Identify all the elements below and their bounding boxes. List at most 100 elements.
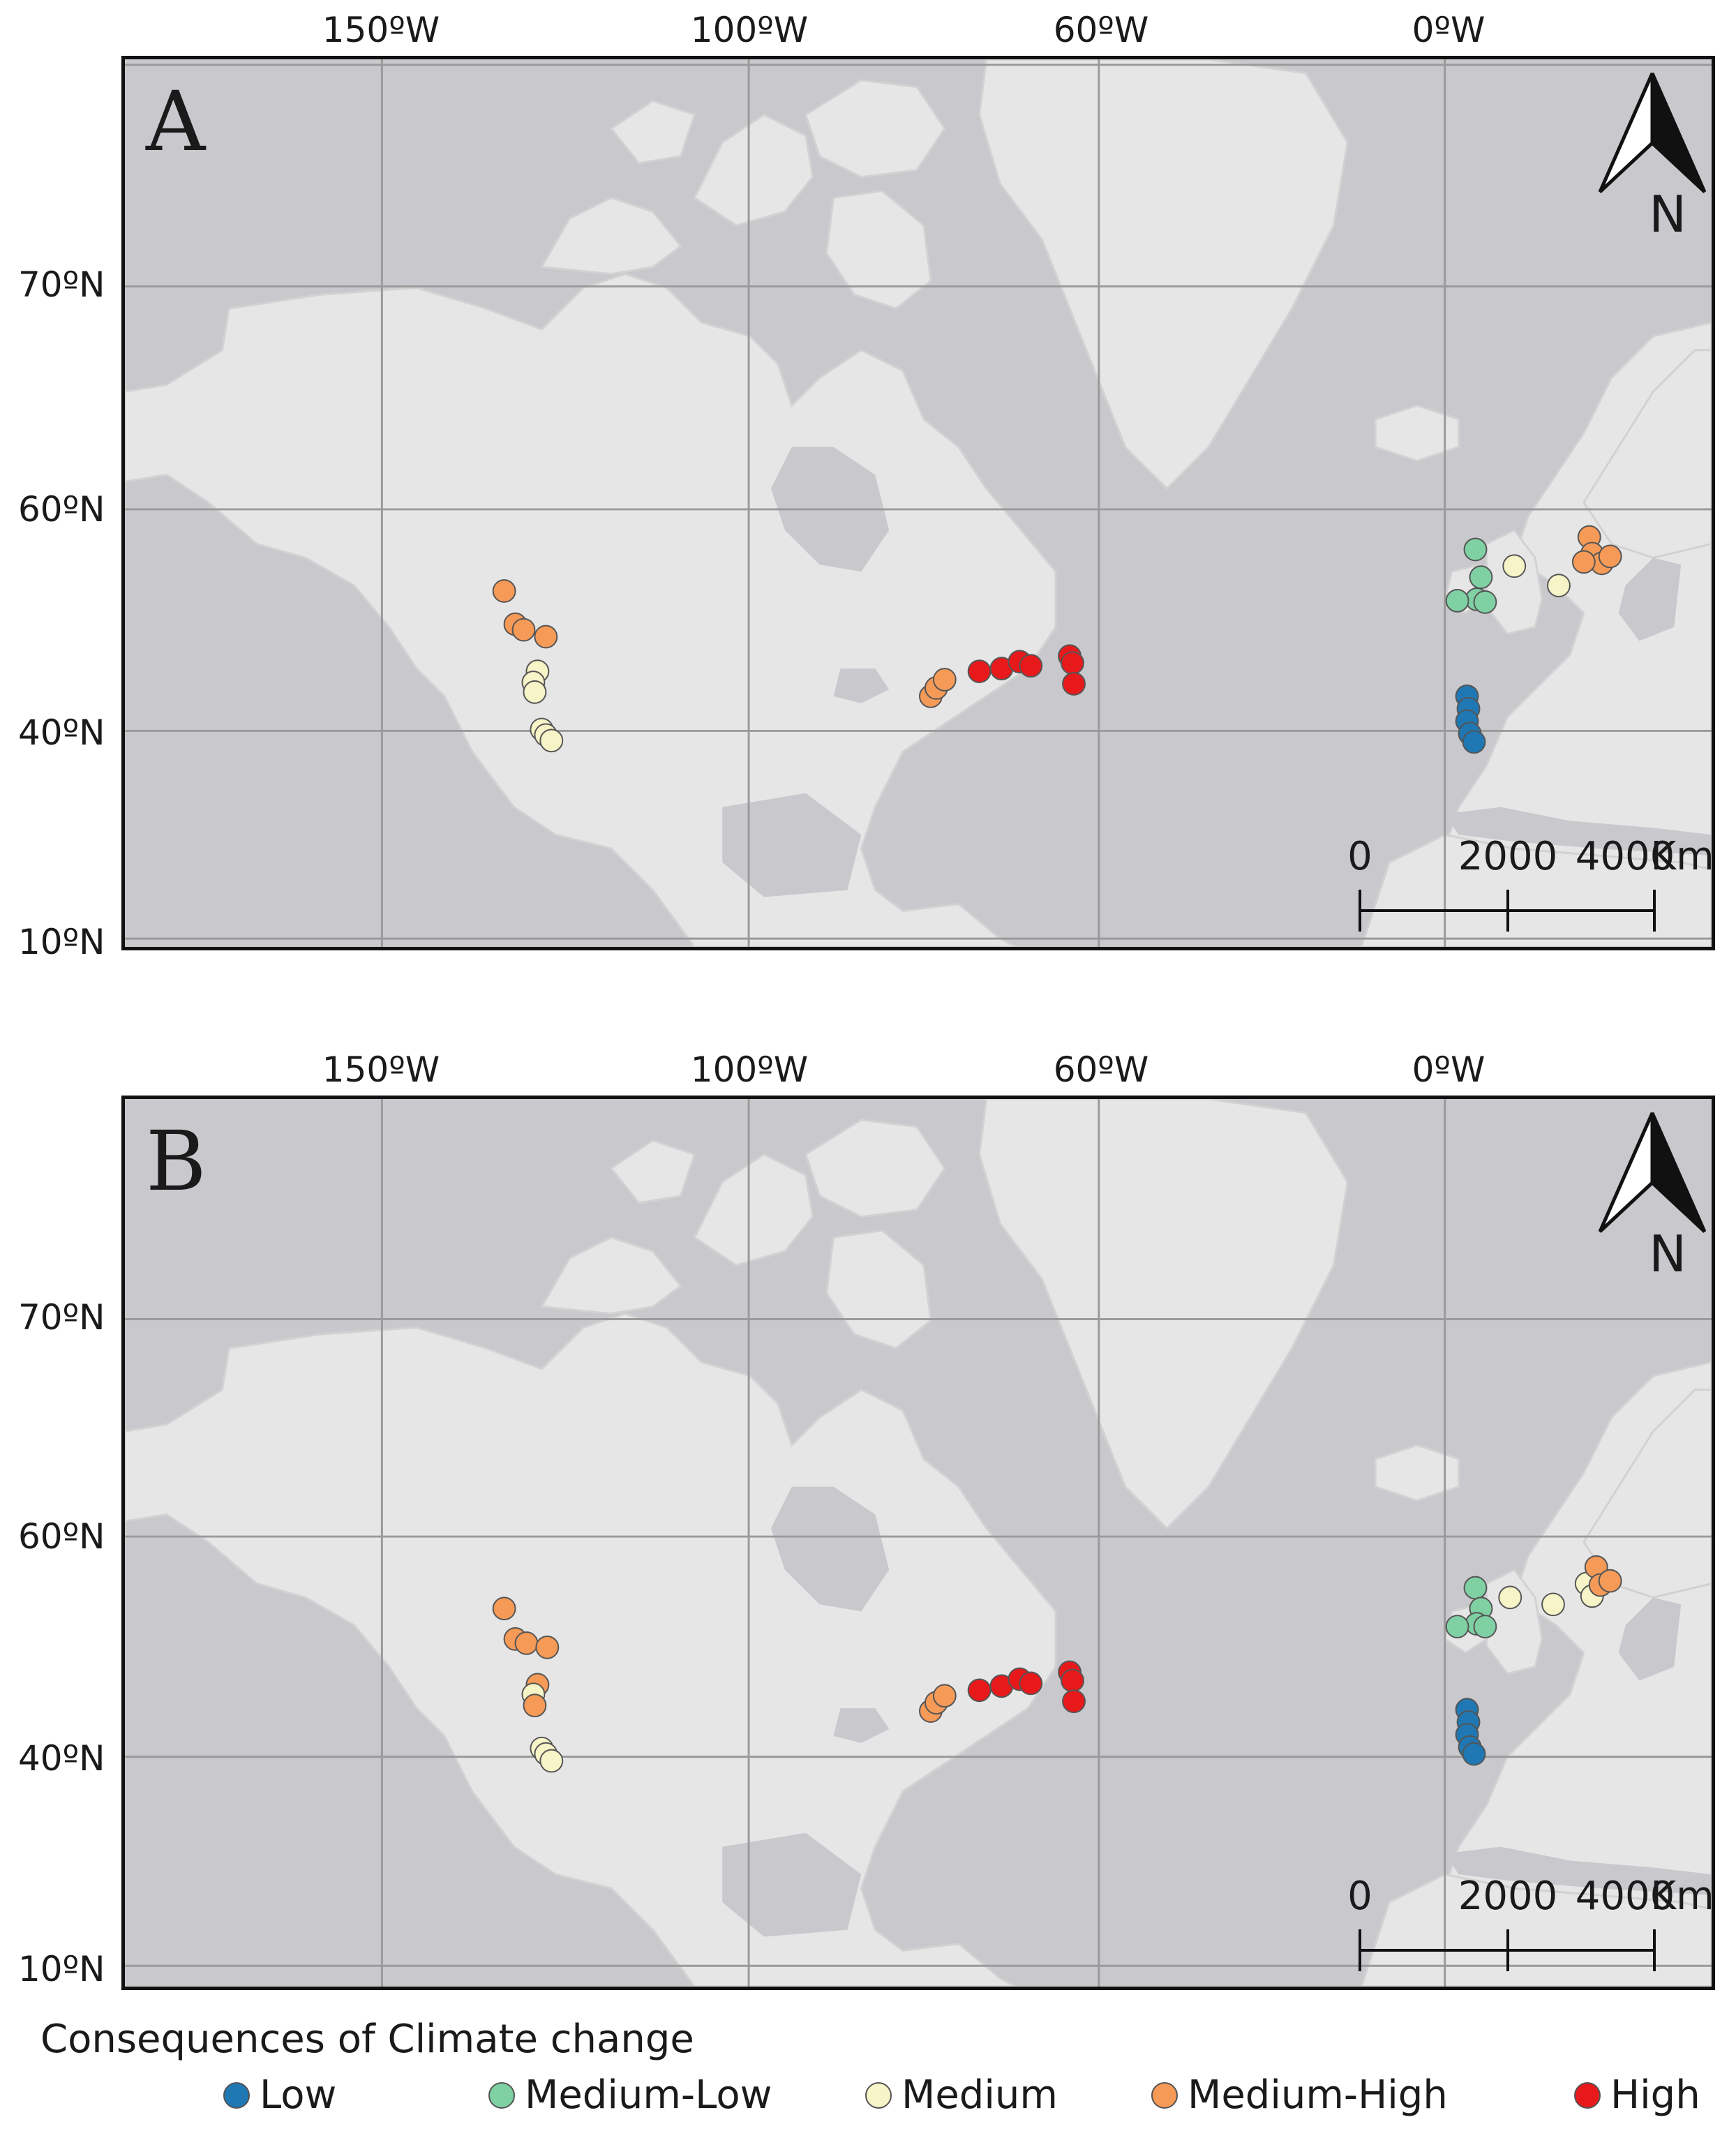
site-marker xyxy=(1445,1615,1469,1638)
site-marker xyxy=(1462,1742,1486,1766)
legend-item-high: High xyxy=(1574,2072,1700,2118)
site-marker xyxy=(1498,1585,1522,1610)
site-points-a xyxy=(492,525,1622,754)
map-panel-a: 150ºW 100ºW 60ºW 0ºW 70ºN 60ºN 40ºN 10ºN xyxy=(0,0,1736,977)
site-marker xyxy=(1571,550,1596,574)
scale-mid: 2000 xyxy=(1458,834,1558,879)
lat-label-40n: 40ºN xyxy=(18,1738,105,1779)
scandinavia xyxy=(1582,349,1712,559)
site-marker xyxy=(1062,672,1086,696)
legend-swatch xyxy=(1574,2081,1601,2109)
site-marker xyxy=(967,659,992,683)
africa-north xyxy=(1360,833,1712,947)
scale-bar: 0 2000 4000 Km xyxy=(1304,1874,1712,1978)
lon-label-0w: 0ºW xyxy=(1412,1049,1486,1090)
site-points-b xyxy=(492,1555,1622,1773)
mediterranean-sea xyxy=(1444,807,1712,856)
map-panel-b: 150ºW 100ºW 60ºW 0ºW 70ºN 60ºN 40ºN 10ºN xyxy=(0,1040,1736,2017)
legend-label: Medium xyxy=(901,2072,1058,2118)
legend-swatch xyxy=(223,2081,250,2109)
lon-label-100w: 100ºW xyxy=(690,10,809,50)
greenland xyxy=(978,59,1349,491)
site-marker xyxy=(523,1694,547,1718)
gulf-of-mexico xyxy=(722,1832,862,1937)
site-marker xyxy=(1062,1689,1086,1714)
site-marker xyxy=(534,625,558,649)
basemap xyxy=(125,1099,1712,1987)
scale-unit: Km xyxy=(1650,834,1714,879)
north-label: N xyxy=(1649,185,1686,244)
arctic-islands xyxy=(539,1236,682,1315)
site-marker xyxy=(1061,651,1084,675)
basemap xyxy=(125,59,1712,947)
site-marker xyxy=(1541,1592,1565,1617)
scale-end: 4000 xyxy=(1575,1874,1675,1919)
baltic-sea xyxy=(1618,1597,1682,1681)
lat-label-70n: 70ºN xyxy=(18,1297,105,1338)
iceland xyxy=(1374,404,1460,463)
site-marker xyxy=(514,1631,539,1655)
panel-letter: B xyxy=(146,1113,207,1209)
north-america-landmass xyxy=(125,1313,1057,1987)
lon-label-60w: 60ºW xyxy=(1053,1049,1149,1090)
gulf-of-mexico xyxy=(722,793,862,897)
site-marker xyxy=(1473,1615,1497,1638)
lat-label-70n: 70ºN xyxy=(18,264,105,305)
lon-label-150w: 150ºW xyxy=(322,1049,440,1090)
site-marker xyxy=(523,680,547,704)
legend-label: Low xyxy=(260,2072,337,2118)
map-frame: B N 0 2000 4000 Km xyxy=(121,1096,1715,1990)
lat-label-60n: 60ºN xyxy=(18,1516,105,1557)
lon-label-150w: 150ºW xyxy=(322,10,440,50)
hudson-bay xyxy=(770,1486,890,1612)
site-marker xyxy=(1469,565,1493,590)
lon-label-60w: 60ºW xyxy=(1053,10,1149,50)
site-marker xyxy=(1502,554,1527,578)
site-marker xyxy=(1445,589,1469,613)
site-marker xyxy=(492,579,516,603)
north-arrow-icon xyxy=(1598,72,1707,193)
legend-swatch xyxy=(488,2081,515,2109)
arctic-islands xyxy=(539,196,682,276)
legend-label: High xyxy=(1610,2072,1700,2118)
africa-north xyxy=(1360,1873,1712,1987)
site-marker xyxy=(1598,1569,1622,1593)
legend-label: Medium-Low xyxy=(525,2072,772,2118)
site-marker xyxy=(535,1635,560,1659)
legend-item-low: Low xyxy=(223,2072,336,2118)
legend-swatch xyxy=(1151,2081,1178,2109)
legend-item-medium-high: Medium-High xyxy=(1151,2072,1448,2118)
site-marker xyxy=(1061,1668,1084,1693)
north-america-landmass xyxy=(125,273,1057,947)
legend-title: Consequences of Climate change xyxy=(40,2017,694,2062)
site-marker xyxy=(932,1684,957,1708)
scale-end: 4000 xyxy=(1575,834,1675,879)
scale-line xyxy=(1359,1929,1656,1971)
great-lakes xyxy=(833,668,890,703)
scale-line xyxy=(1359,890,1656,932)
mediterranean-sea xyxy=(1444,1846,1712,1896)
legend-item-medium-low: Medium-Low xyxy=(488,2072,772,2118)
scandinavia xyxy=(1582,1389,1712,1599)
north-arrow-icon xyxy=(1598,1112,1707,1233)
scale-zero: 0 xyxy=(1347,834,1372,879)
graticule xyxy=(125,59,1712,947)
site-marker xyxy=(1473,590,1497,614)
site-marker xyxy=(511,618,536,642)
site-marker xyxy=(492,1597,516,1621)
site-marker xyxy=(539,728,564,753)
scale-bar: 0 2000 4000 Km xyxy=(1304,834,1712,939)
legend-label: Medium-High xyxy=(1188,2072,1448,2118)
scale-zero: 0 xyxy=(1347,1874,1372,1919)
scale-mid: 2000 xyxy=(1458,1874,1558,1919)
legend-swatch xyxy=(865,2081,892,2109)
site-marker xyxy=(1462,730,1486,754)
north-label: N xyxy=(1649,1225,1686,1283)
site-marker xyxy=(539,1749,564,1773)
baltic-sea xyxy=(1618,558,1682,641)
panel-letter: A xyxy=(146,73,206,170)
lat-label-10n: 10ºN xyxy=(18,1949,105,1989)
map-frame: A N 0 2000 4000 Km xyxy=(121,56,1715,950)
lon-label-100w: 100ºW xyxy=(690,1049,809,1090)
legend-item-medium: Medium xyxy=(865,2072,1058,2118)
